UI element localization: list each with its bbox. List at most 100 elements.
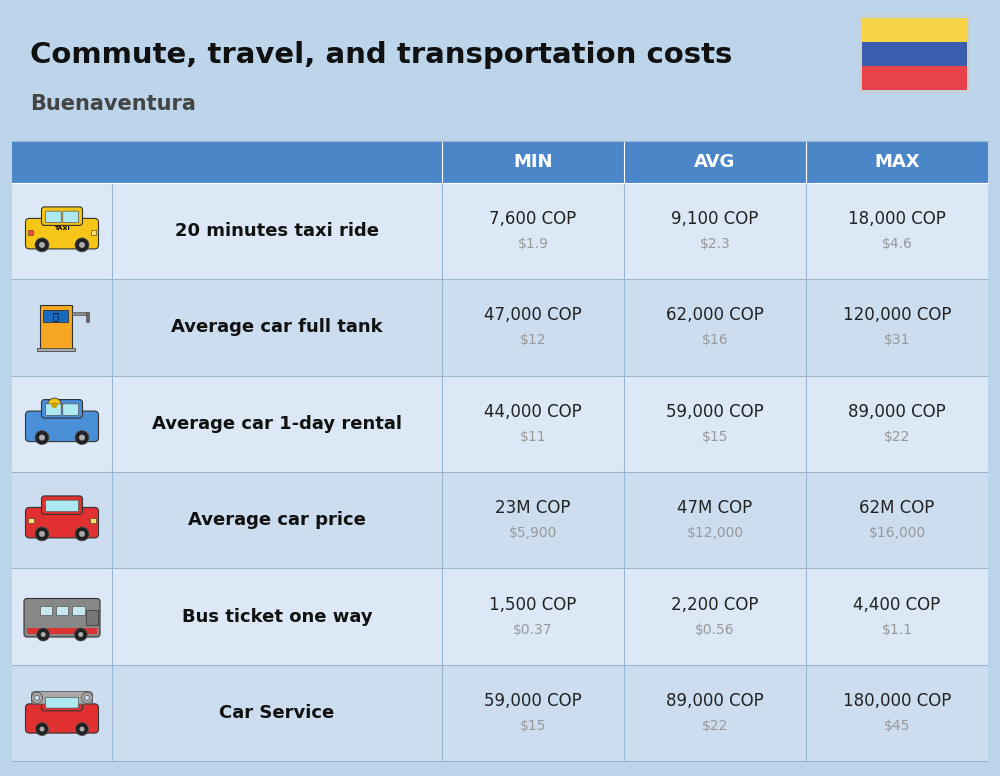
Circle shape bbox=[75, 238, 89, 252]
Text: 4,400 COP: 4,400 COP bbox=[853, 595, 941, 614]
Bar bbox=[12, 665, 988, 761]
Bar bbox=[86, 312, 89, 323]
Bar bbox=[72, 606, 84, 615]
Text: 59,000 COP: 59,000 COP bbox=[484, 692, 582, 710]
Text: $22: $22 bbox=[884, 430, 910, 444]
Bar bbox=[40, 305, 72, 350]
FancyBboxPatch shape bbox=[42, 694, 82, 711]
Text: Bus ticket one way: Bus ticket one way bbox=[182, 608, 372, 625]
Bar bbox=[86, 610, 98, 625]
Text: $31: $31 bbox=[884, 334, 910, 348]
Circle shape bbox=[35, 527, 49, 541]
Circle shape bbox=[35, 238, 49, 252]
Text: $11: $11 bbox=[520, 430, 546, 444]
Circle shape bbox=[76, 722, 88, 736]
Text: $15: $15 bbox=[702, 430, 728, 444]
Bar bbox=[90, 518, 96, 523]
FancyBboxPatch shape bbox=[42, 207, 82, 225]
Circle shape bbox=[37, 628, 50, 641]
Text: 47M COP: 47M COP bbox=[677, 499, 753, 517]
Text: $45: $45 bbox=[884, 719, 910, 733]
Bar bbox=[28, 230, 33, 235]
Bar bbox=[27, 628, 97, 634]
Text: $16: $16 bbox=[702, 334, 728, 348]
Circle shape bbox=[39, 435, 45, 441]
Bar bbox=[12, 376, 988, 472]
Bar bbox=[12, 141, 988, 183]
Text: AVG: AVG bbox=[694, 153, 736, 171]
Text: 89,000 COP: 89,000 COP bbox=[666, 692, 764, 710]
Text: $4.6: $4.6 bbox=[882, 237, 912, 251]
Bar bbox=[72, 312, 87, 315]
Text: $0.56: $0.56 bbox=[695, 622, 735, 636]
Text: 2,200 COP: 2,200 COP bbox=[671, 595, 759, 614]
Text: 59,000 COP: 59,000 COP bbox=[666, 403, 764, 421]
Text: 1,500 COP: 1,500 COP bbox=[489, 595, 577, 614]
Bar bbox=[56, 606, 68, 615]
Bar bbox=[43, 310, 68, 323]
Bar bbox=[37, 348, 74, 352]
Text: Commute, travel, and transportation costs: Commute, travel, and transportation cost… bbox=[30, 41, 732, 69]
Text: $22: $22 bbox=[702, 719, 728, 733]
Circle shape bbox=[34, 695, 40, 700]
Text: $5,900: $5,900 bbox=[509, 526, 557, 540]
Bar bbox=[12, 279, 988, 376]
FancyBboxPatch shape bbox=[45, 404, 61, 415]
Circle shape bbox=[82, 692, 92, 703]
Circle shape bbox=[80, 726, 84, 732]
FancyBboxPatch shape bbox=[42, 496, 82, 514]
Circle shape bbox=[84, 695, 90, 700]
Circle shape bbox=[52, 402, 58, 408]
Circle shape bbox=[40, 726, 44, 732]
Circle shape bbox=[74, 628, 87, 641]
Text: 💧: 💧 bbox=[53, 311, 59, 321]
Text: Car Service: Car Service bbox=[219, 704, 335, 722]
Circle shape bbox=[39, 242, 45, 248]
Text: TAXI: TAXI bbox=[54, 226, 70, 230]
Text: 62,000 COP: 62,000 COP bbox=[666, 307, 764, 324]
Bar bbox=[862, 66, 967, 90]
Text: $12: $12 bbox=[520, 334, 546, 348]
FancyBboxPatch shape bbox=[45, 698, 78, 708]
Circle shape bbox=[79, 242, 85, 248]
Circle shape bbox=[75, 527, 89, 541]
FancyBboxPatch shape bbox=[42, 400, 82, 418]
FancyBboxPatch shape bbox=[26, 411, 98, 442]
Text: $1.9: $1.9 bbox=[518, 237, 548, 251]
Text: $0.37: $0.37 bbox=[513, 622, 553, 636]
FancyBboxPatch shape bbox=[45, 211, 61, 223]
Circle shape bbox=[41, 632, 46, 637]
Bar bbox=[40, 606, 52, 615]
Text: 89,000 COP: 89,000 COP bbox=[848, 403, 946, 421]
Text: $16,000: $16,000 bbox=[868, 526, 926, 540]
Circle shape bbox=[48, 398, 62, 412]
Text: 120,000 COP: 120,000 COP bbox=[843, 307, 951, 324]
Text: Average car 1-day rental: Average car 1-day rental bbox=[152, 415, 402, 433]
Text: $1.1: $1.1 bbox=[882, 622, 913, 636]
Bar bbox=[12, 183, 988, 279]
Text: 180,000 COP: 180,000 COP bbox=[843, 692, 951, 710]
Text: 23M COP: 23M COP bbox=[495, 499, 571, 517]
FancyBboxPatch shape bbox=[26, 218, 98, 249]
Text: MAX: MAX bbox=[874, 153, 920, 171]
Bar bbox=[28, 518, 34, 523]
Text: $12,000: $12,000 bbox=[686, 526, 744, 540]
Circle shape bbox=[39, 531, 45, 537]
FancyBboxPatch shape bbox=[24, 598, 100, 637]
FancyBboxPatch shape bbox=[63, 211, 78, 223]
Circle shape bbox=[36, 722, 48, 736]
Text: Average car price: Average car price bbox=[188, 511, 366, 529]
Circle shape bbox=[32, 692, 42, 703]
Bar bbox=[61, 404, 77, 407]
Text: 20 minutes taxi ride: 20 minutes taxi ride bbox=[175, 222, 379, 240]
Circle shape bbox=[35, 431, 49, 445]
Bar bbox=[862, 18, 967, 42]
FancyBboxPatch shape bbox=[26, 508, 98, 538]
Text: Buenaventura: Buenaventura bbox=[30, 94, 196, 114]
Text: Average car full tank: Average car full tank bbox=[171, 318, 383, 337]
Text: $15: $15 bbox=[520, 719, 546, 733]
Circle shape bbox=[78, 632, 83, 637]
Bar bbox=[91, 230, 96, 235]
FancyBboxPatch shape bbox=[31, 691, 92, 704]
Bar bbox=[862, 42, 967, 66]
